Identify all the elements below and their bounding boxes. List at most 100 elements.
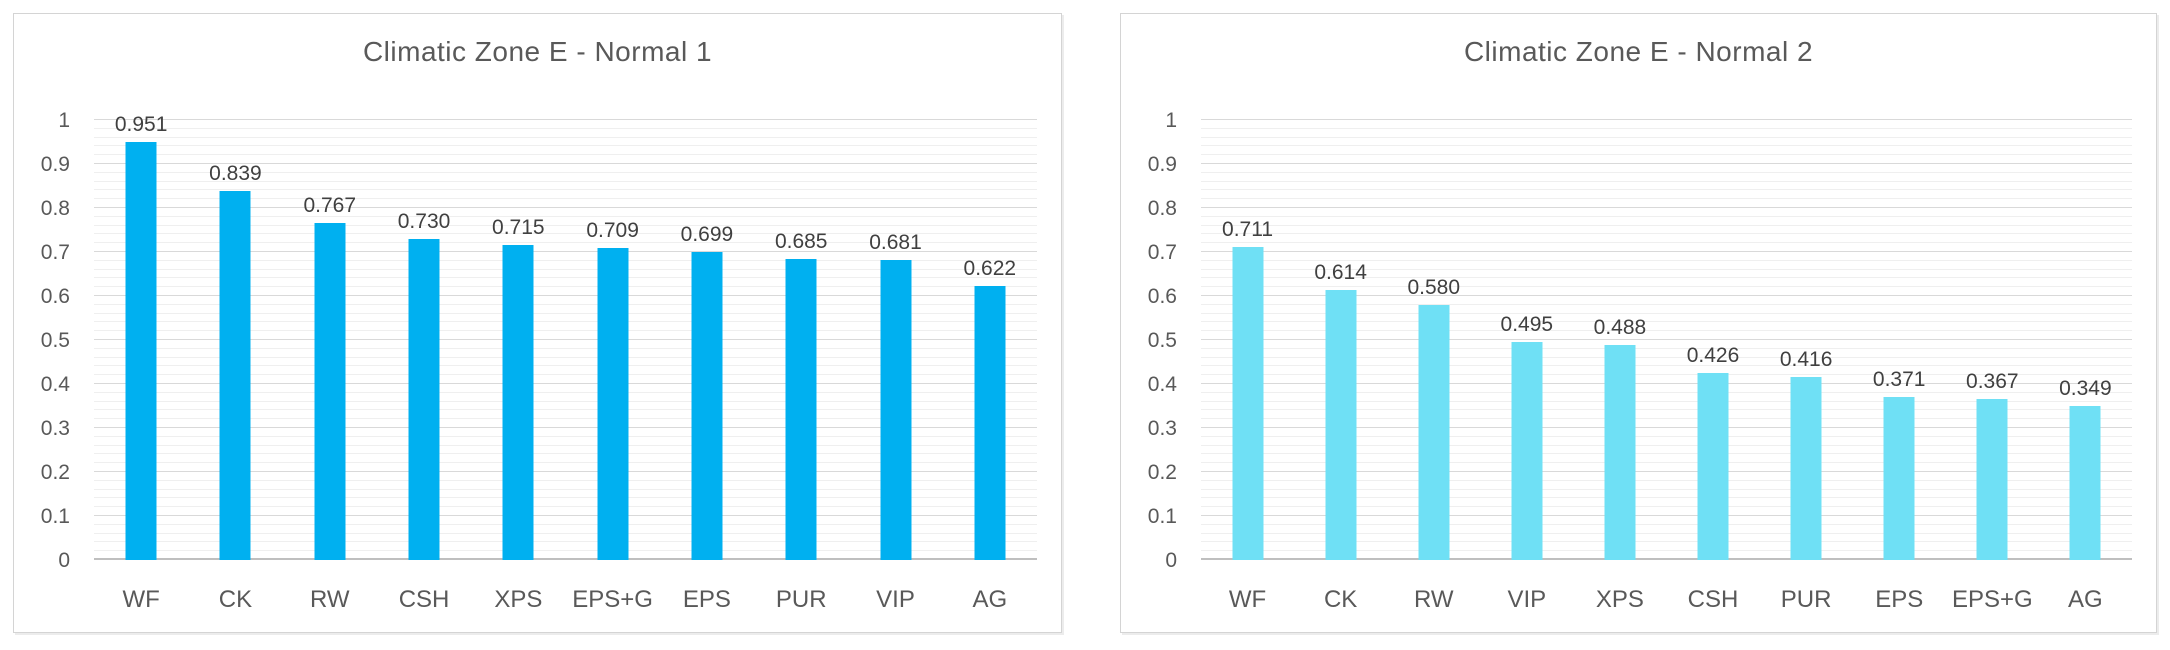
bar-PUR — [1790, 376, 1822, 560]
y-tick-label: 0.4 — [40, 373, 70, 396]
bar-RW — [1418, 304, 1450, 560]
minor-gridline — [1201, 444, 2132, 446]
bar-slot: 0.699 — [660, 120, 754, 560]
x-category-label: WF — [122, 586, 160, 613]
bar-slot: 0.349 — [2039, 120, 2132, 560]
minor-gridline — [94, 242, 1037, 244]
minor-gridline — [94, 356, 1037, 358]
bar-value-label: 0.367 — [1966, 369, 2019, 393]
minor-gridline — [1201, 409, 2132, 411]
bar-slot: 0.426 — [1666, 120, 1759, 560]
y-tick-label: 0.8 — [40, 197, 70, 220]
minor-gridline — [1201, 453, 2132, 455]
major-gridline — [94, 383, 1037, 384]
x-category-label: XPS — [494, 586, 543, 613]
y-tick-label: 0.6 — [1147, 285, 1177, 308]
y-axis: 1 0.9 0.8 0.7 0.6 0.5 0.4 0.3 0.2 0.1 0 — [14, 110, 84, 571]
bar-EPS+G — [1976, 398, 2008, 560]
bar-slot: 0.614 — [1294, 120, 1387, 560]
minor-gridline — [94, 198, 1037, 200]
minor-gridline — [94, 532, 1037, 534]
major-gridline — [1201, 515, 2132, 516]
y-tick-label: 1 — [58, 109, 70, 132]
y-tick-label: 0.8 — [1147, 197, 1177, 220]
x-category-label: EPS+G — [1951, 586, 2033, 613]
y-tick-label: 0.2 — [40, 461, 70, 484]
x-category-label: EPS — [1875, 586, 1924, 613]
bar-slot: 0.951 — [94, 114, 188, 560]
minor-gridline — [94, 180, 1037, 182]
bar-XPS — [1604, 345, 1636, 560]
minor-gridline — [1201, 479, 2132, 481]
major-gridline — [94, 163, 1037, 164]
bar-slot: 0.715 — [471, 120, 565, 560]
major-gridline — [1201, 427, 2132, 428]
minor-gridline — [1201, 268, 2132, 270]
chart-panel-normal-2: Climatic Zone E - Normal 2 1 0.9 0.8 0.7 0.6… — [1120, 13, 2157, 633]
bar-CSH — [408, 238, 440, 560]
bar-EPS — [691, 252, 723, 560]
bar-slot: 0.711 — [1201, 120, 1294, 560]
x-axis-labels: WF CK RW CSH XPS EPS+G EPS PUR VIP AG — [94, 586, 1037, 626]
minor-gridline — [94, 400, 1037, 402]
bar-value-label: 0.709 — [586, 219, 639, 243]
bar-value-label: 0.685 — [774, 229, 828, 253]
major-gridline — [94, 515, 1037, 516]
minor-gridline — [94, 391, 1037, 393]
minor-gridline — [1201, 497, 2132, 499]
chart-title-normal-2: Climatic Zone E - Normal 2 — [1463, 36, 1814, 67]
minor-gridline — [1201, 435, 2132, 437]
minor-gridline — [1201, 532, 2132, 534]
x-category-label: VIP — [876, 586, 915, 613]
minor-gridline — [1201, 242, 2132, 244]
major-gridline — [1201, 251, 2132, 252]
bar-value-label: 0.426 — [1686, 343, 1740, 367]
major-gridline — [94, 295, 1037, 296]
minor-gridline — [94, 189, 1037, 191]
plot-area: 0.951 0.839 0.767 0.730 0.715 0.709 0.699 0.685… — [94, 114, 1037, 560]
major-gridline — [94, 471, 1037, 472]
minor-gridline — [1201, 145, 2132, 147]
y-tick-label: 0 — [1165, 549, 1177, 572]
minor-gridline — [1201, 277, 2132, 279]
x-category-label: RW — [309, 586, 350, 613]
bar-XPS — [502, 245, 534, 560]
minor-gridline — [1201, 365, 2132, 367]
minor-gridline — [94, 259, 1037, 261]
minor-gridline — [1201, 374, 2132, 376]
minor-gridline — [94, 312, 1037, 314]
minor-gridline — [94, 233, 1037, 235]
minor-gridline — [94, 418, 1037, 420]
bar-value-label: 0.730 — [397, 209, 451, 233]
minor-gridline — [94, 268, 1037, 270]
x-category-label: EPS — [682, 586, 731, 613]
minor-gridline — [1201, 180, 2132, 182]
bar-EPS+G — [597, 248, 629, 560]
bar-value-label: 0.767 — [303, 193, 357, 217]
minor-gridline — [94, 286, 1037, 288]
bar-value-label: 0.951 — [114, 112, 168, 136]
minor-gridline — [1201, 506, 2132, 508]
bar-CK — [1325, 289, 1357, 560]
bar-value-label: 0.416 — [1779, 347, 1833, 371]
minor-gridline — [1201, 391, 2132, 393]
bar-value-label: 0.580 — [1407, 275, 1461, 299]
major-gridline — [1201, 471, 2132, 472]
y-tick-label: 0.2 — [1147, 461, 1177, 484]
y-tick-label: 0.3 — [40, 417, 70, 440]
minor-gridline — [94, 136, 1037, 138]
x-category-label: CK — [1323, 586, 1358, 613]
bar-slot: 0.580 — [1387, 120, 1480, 560]
y-tick-label: 0.5 — [1147, 329, 1177, 352]
bar-PUR — [785, 258, 817, 560]
minor-gridline — [1201, 462, 2132, 464]
minor-gridline — [1201, 523, 2132, 525]
minor-gridline — [94, 347, 1037, 349]
minor-gridline — [94, 127, 1037, 129]
plot-area: 0.711 0.614 0.580 0.495 0.488 0.426 0.416 0.371… — [1201, 119, 2132, 560]
bar-WF — [1232, 247, 1264, 560]
bar-value-label: 0.371 — [1872, 367, 1926, 391]
y-axis: 1 0.9 0.8 0.7 0.6 0.5 0.4 0.3 0.2 0.1 0 — [1121, 110, 1191, 571]
